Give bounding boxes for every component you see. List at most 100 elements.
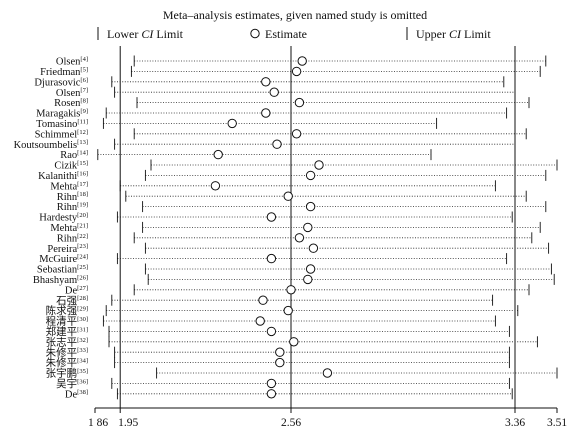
study-ref: [36]: [77, 378, 88, 385]
study-label: Koutsoumbelis[13]: [14, 139, 88, 151]
study-ref: [31]: [77, 326, 88, 333]
study-label: Cizik[15]: [54, 160, 88, 172]
study-name: Rihn: [57, 192, 78, 203]
estimate-marker: [322, 368, 333, 378]
study-name: Kalanithi: [38, 171, 77, 182]
study-label: 吴宇[36]: [56, 377, 88, 390]
estimate-marker: [294, 233, 305, 243]
x-tick-label: 3.36: [505, 417, 525, 429]
estimate-marker: [303, 222, 313, 233]
study-name: Cizik: [54, 161, 77, 172]
study-ref: [11]: [77, 118, 88, 125]
study-ref: [5]: [80, 66, 88, 73]
study-ref: [38]: [77, 389, 88, 396]
estimate-marker: [294, 97, 305, 108]
study-label: Schimmel[12]: [35, 129, 88, 141]
study-name: Olsen: [56, 88, 81, 99]
chart-title: Meta–analysis estimates, given named stu…: [163, 8, 427, 22]
study-label: 陈求强[29]: [46, 304, 88, 317]
study-label: Rihn[22]: [57, 233, 88, 245]
study-ref: [34]: [77, 358, 88, 365]
study-label: Rihn[19]: [57, 202, 88, 214]
x-tick-label: 1 86: [88, 417, 108, 429]
study-ref: [8]: [80, 98, 88, 105]
x-tick-label: 2.56: [281, 417, 301, 429]
study-name: Mehta: [50, 223, 77, 234]
study-ref: [25]: [77, 264, 88, 271]
estimate-marker: [269, 87, 279, 97]
study-ref: [9]: [80, 108, 88, 115]
study-label: 朱修平[33]: [46, 346, 88, 359]
legend-lower-label: Lower CI Limit: [107, 27, 184, 41]
estimate-marker: [227, 118, 237, 129]
study-ref: [13]: [77, 139, 88, 146]
study-ref: [4]: [80, 56, 88, 63]
study-label: Friedman[5]: [40, 66, 88, 78]
study-name: Koutsoumbelis: [14, 140, 78, 151]
study-name: Olsen: [56, 57, 81, 68]
estimate-marker: [297, 56, 307, 66]
legend-upper-label: Upper CI Limit: [416, 27, 491, 41]
estimate-marker: [255, 316, 265, 326]
study-ref: [15]: [77, 160, 88, 167]
estimate-marker: [305, 264, 316, 274]
estimate-marker: [261, 77, 271, 87]
estimate-marker: [308, 243, 319, 253]
estimate-marker: [305, 201, 316, 212]
study-name: Tomasino: [36, 119, 77, 130]
legend: Lower CI Limit Estimate Upper CI Limit: [97, 27, 491, 41]
study-name: 郑建平: [46, 325, 78, 338]
study-ref: [12]: [77, 129, 88, 136]
study-ref: [35]: [77, 368, 88, 375]
study-name: Sebastian: [37, 265, 78, 276]
legend-estimate-label: Estimate: [265, 27, 307, 41]
estimate-marker: [314, 160, 324, 170]
study-name: 吴宇: [56, 377, 77, 390]
estimate-marker: [289, 337, 299, 347]
x-tick-label: 3.51: [547, 417, 567, 429]
study-ref: [7]: [80, 87, 88, 94]
x-tick-label: 1.95: [118, 417, 138, 429]
study-ref: [20]: [77, 212, 88, 219]
study-ref: [17]: [77, 181, 88, 188]
study-label: De[27]: [65, 285, 88, 297]
estimate-marker: [266, 378, 277, 389]
study-ref: [33]: [77, 347, 88, 354]
estimate-marker: [210, 181, 221, 191]
study-ref: [27]: [77, 285, 88, 292]
study-name: 程清平: [46, 315, 78, 328]
study-ref: [6]: [80, 77, 88, 84]
study-label: Sebastian[25]: [37, 264, 88, 276]
study-label: Olsen[4]: [56, 56, 88, 68]
study-name: Friedman: [40, 67, 81, 78]
study-label: Maragakis[9]: [36, 108, 88, 120]
estimate-marker: [283, 191, 293, 201]
study-name: Schimmel: [35, 129, 78, 140]
study-label: Rihn[18]: [57, 191, 88, 203]
study-label: 程清平[30]: [46, 315, 88, 328]
study-ref: [14]: [77, 150, 88, 157]
study-label: Hardesty[20]: [39, 212, 88, 224]
estimate-marker: [213, 149, 223, 160]
estimate-marker: [266, 389, 277, 399]
legend-estimate-marker: [250, 28, 260, 39]
study-name: 朱修平: [46, 356, 78, 369]
study-name: Maragakis: [36, 109, 80, 120]
estimate-marker: [258, 295, 268, 305]
estimate-marker: [283, 305, 293, 316]
plot-area: Olsen[4]Friedman[5]Djurasovic[6]Olsen[7]…: [14, 46, 567, 429]
study-label: Pereira[23]: [47, 243, 88, 255]
study-ref: [28]: [77, 295, 88, 302]
estimate-marker: [291, 129, 302, 139]
study-label: Mehta[17]: [50, 181, 88, 193]
study-name: Rosen: [54, 98, 81, 109]
estimate-marker: [286, 285, 296, 295]
study-label: 张志平[32]: [46, 335, 88, 348]
study-name: 陈求强: [46, 304, 78, 317]
estimate-marker: [275, 347, 285, 357]
study-label: Rosen[8]: [54, 98, 88, 110]
study-name: Pereira: [47, 244, 77, 255]
study-ref: [29]: [77, 306, 88, 313]
study-name: Rihn: [57, 202, 78, 213]
